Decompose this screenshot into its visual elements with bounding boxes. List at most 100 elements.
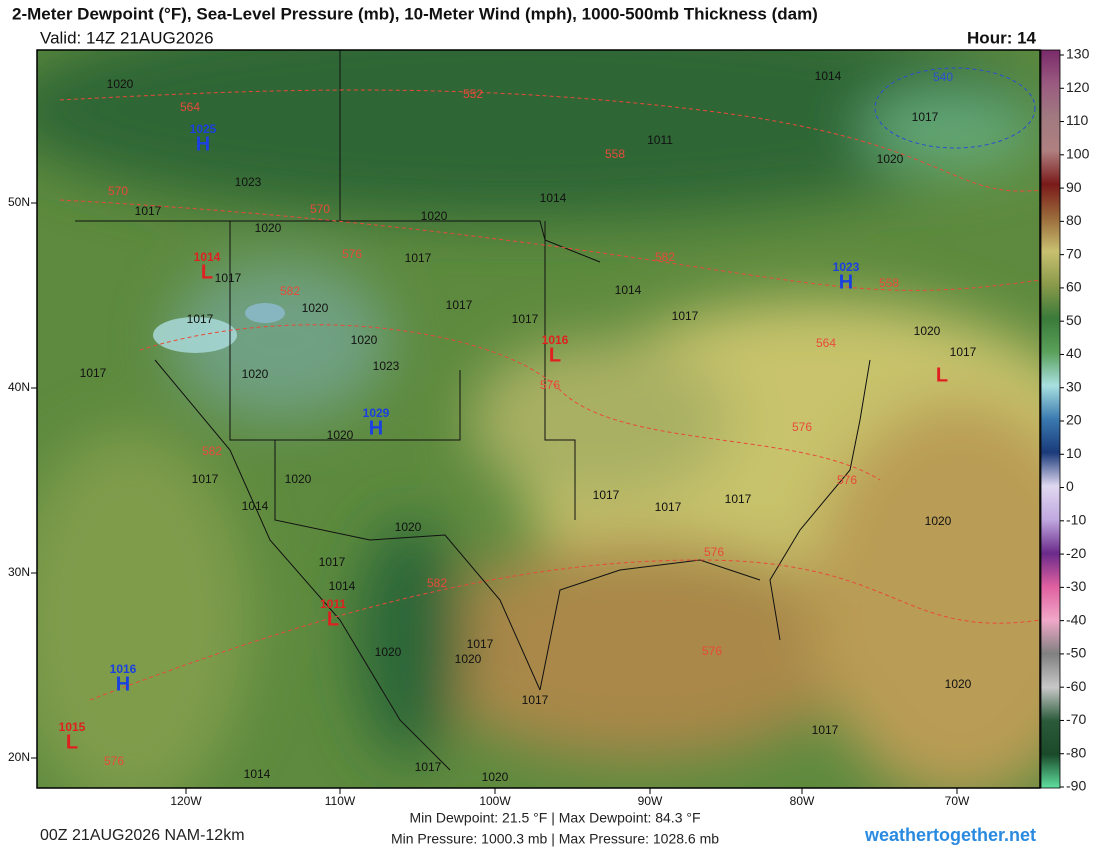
isobar-label: 1020 (327, 428, 354, 442)
colorbar-label: 60 (1066, 279, 1082, 295)
colorbar-label: -30 (1066, 578, 1086, 594)
colorbar-label: 50 (1066, 312, 1082, 328)
thickness-label: 552 (463, 87, 483, 101)
colorbar-label: -90 (1066, 778, 1086, 794)
thickness-label: 576 (342, 247, 362, 261)
colorbar-label: -50 (1066, 645, 1086, 661)
colorbar-label: 90 (1066, 179, 1082, 195)
thickness-label: 582 (655, 250, 675, 264)
isobar-label: 1020 (482, 770, 509, 784)
isobar-label: 1014 (244, 767, 271, 781)
map-frame (36, 49, 1041, 789)
colorbar-label: 70 (1066, 245, 1082, 261)
colorbar-label: -10 (1066, 512, 1086, 528)
center-symbol: L (936, 364, 948, 386)
colorbar-label: 120 (1066, 79, 1090, 95)
colorbar-label: 0 (1066, 478, 1074, 494)
isobar-label: 1020 (421, 209, 448, 223)
isobar-label: 1014 (329, 579, 356, 593)
isobar-label: 1014 (815, 69, 842, 83)
colorbar-label: 110 (1066, 112, 1089, 128)
map-field (37, 50, 1040, 788)
thickness-label: 558 (605, 147, 625, 161)
forecast-hour: Hour: 14 (967, 28, 1037, 47)
colorbar-label: -80 (1066, 744, 1086, 760)
model-run: 00Z 21AUG2026 NAM-12km (40, 827, 245, 844)
lat-label: 50N (8, 195, 30, 209)
isobar-label: 1017 (446, 298, 473, 312)
center-symbol: L (201, 261, 213, 283)
isobar-label: 1017 (187, 312, 214, 326)
isobar-label: 1017 (415, 760, 442, 774)
isobar-label: 1020 (455, 652, 482, 666)
isobar-label: 1017 (950, 345, 977, 359)
isobar-label: 1020 (107, 77, 134, 91)
center-symbol: H (116, 673, 130, 695)
isobar-label: 1023 (373, 359, 400, 373)
thickness-label: 570 (310, 202, 330, 216)
isobar-label: 1017 (80, 366, 107, 380)
thickness-label: 540 (933, 70, 953, 84)
valid-time: Valid: 14Z 21AUG2026 (40, 28, 214, 47)
colorbar-label: 130 (1066, 46, 1090, 62)
lat-label: 30N (8, 565, 30, 579)
isobar-label: 1020 (255, 221, 282, 235)
thickness-label: 582 (202, 444, 222, 458)
colorbar-label: 30 (1066, 378, 1082, 394)
lon-label: 100W (479, 794, 511, 808)
colorbar-scale (1040, 49, 1061, 789)
colorbar-label: 80 (1066, 212, 1082, 228)
isobar-label: 1017 (135, 204, 162, 218)
thickness-label: 582 (280, 284, 300, 298)
lat-label: 40N (8, 380, 30, 394)
colorbar-label: -60 (1066, 678, 1086, 694)
center-pressure: 1011 (320, 597, 346, 611)
colorbar-label: -70 (1066, 711, 1086, 727)
lon-label: 80W (790, 794, 815, 808)
lon-label: 120W (170, 794, 202, 808)
isobar-label: 1020 (395, 520, 422, 534)
thickness-label: 576 (104, 754, 124, 768)
isobar-label: 1017 (522, 693, 549, 707)
isobar-label: 1011 (647, 133, 673, 147)
thickness-label: 564 (816, 336, 836, 350)
thickness-label: 582 (427, 576, 447, 590)
isobar-label: 1020 (877, 152, 904, 166)
isobar-label: 1017 (912, 110, 939, 124)
center-pressure: 1016 (542, 333, 569, 347)
thickness-label: 570 (108, 184, 128, 198)
colorbar-label: 40 (1066, 345, 1082, 361)
title: 2-Meter Dewpoint (°F), Sea-Level Pressur… (12, 4, 818, 23)
isobar-label: 1014 (540, 191, 567, 205)
isobar-label: 1020 (914, 324, 941, 338)
isobar-label: 1017 (512, 312, 539, 326)
isobar-label: 1017 (192, 472, 219, 486)
colorbar-label: -20 (1066, 545, 1086, 561)
colorbar-label: 20 (1066, 412, 1082, 428)
isobar-label: 1017 (319, 555, 346, 569)
center-symbol: L (549, 344, 561, 366)
center-symbol: H (839, 271, 853, 293)
isobar-label: 1020 (302, 301, 329, 315)
thickness-label: 576 (704, 545, 724, 559)
center-pressure: 1015 (59, 720, 86, 734)
lon-label: 70W (945, 794, 970, 808)
isobar-label: 1017 (725, 492, 752, 506)
thickness-label: 558 (879, 276, 899, 290)
thickness-label: 576 (702, 644, 722, 658)
isobar-label: 1017 (812, 723, 839, 737)
isobar-label: 1020 (925, 514, 952, 528)
thickness-label: 576 (792, 420, 812, 434)
center-symbol: H (196, 133, 210, 155)
site-link[interactable]: weathertogether.net (864, 825, 1036, 845)
center-pressure: 1025 (190, 122, 217, 136)
colorbar-label: 100 (1066, 146, 1090, 162)
lon-label: 110W (325, 794, 356, 808)
lon-label: 90W (638, 794, 663, 808)
center-symbol: L (66, 731, 78, 753)
thickness-label: 564 (180, 100, 200, 114)
isobar-label: 1017 (467, 637, 494, 651)
lat-label: 20N (8, 750, 30, 764)
